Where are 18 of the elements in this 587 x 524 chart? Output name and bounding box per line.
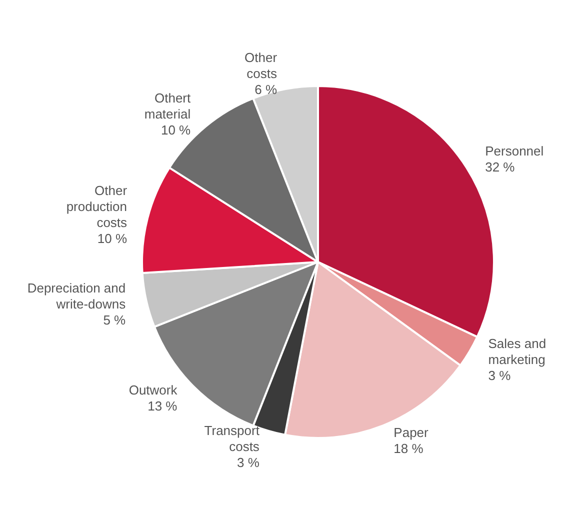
data-label: 3 % xyxy=(237,454,260,470)
slice-label: Othert material xyxy=(144,90,191,122)
data-label: 10 % xyxy=(97,230,128,246)
slice-label: Paper xyxy=(394,425,430,440)
slice-label: Sales and marketing xyxy=(488,336,546,368)
slice-label: Other costs xyxy=(244,50,278,81)
data-label: 32 % xyxy=(485,160,516,175)
slice-label: Transport costs xyxy=(204,422,260,454)
data-label: 6 % xyxy=(254,82,278,97)
data-label: 3 % xyxy=(488,368,512,384)
slice-label: Outwork xyxy=(128,382,178,398)
slice-label: Personnel xyxy=(485,144,544,159)
data-label: 13 % xyxy=(148,398,178,414)
slice-label: Other production costs xyxy=(66,182,128,230)
data-label: 10 % xyxy=(160,122,192,138)
data-label: 5 % xyxy=(103,312,126,328)
slice-label: Depreciation and write-downs xyxy=(27,280,126,312)
data-label: 18 % xyxy=(394,441,424,456)
